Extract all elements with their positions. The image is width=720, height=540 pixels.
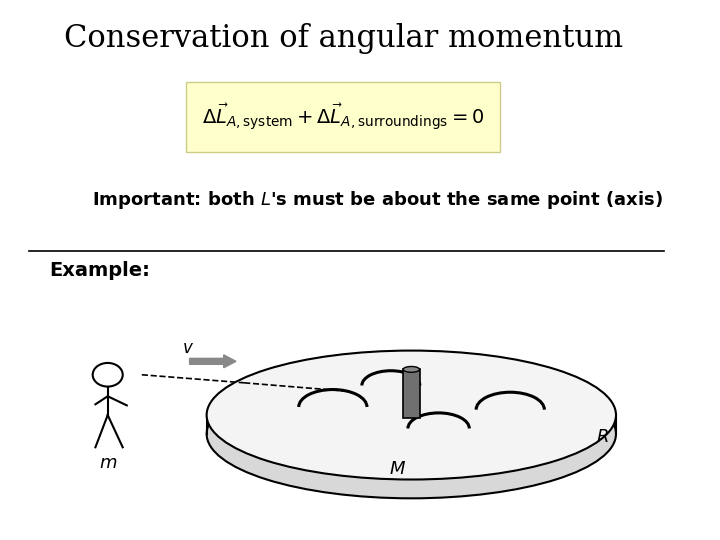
FancyBboxPatch shape <box>186 82 500 152</box>
Text: Conservation of angular momentum: Conservation of angular momentum <box>63 23 623 54</box>
Bar <box>403 369 420 418</box>
Text: $M$: $M$ <box>389 460 406 478</box>
Text: $\Delta\vec{L}_{A,\mathrm{system}} + \Delta\vec{L}_{A,\mathrm{surroundings}} = 0: $\Delta\vec{L}_{A,\mathrm{system}} + \De… <box>202 102 485 132</box>
Circle shape <box>400 461 422 478</box>
FancyArrow shape <box>189 355 236 368</box>
Text: Important: both $L$'s must be about the same point (axis): Important: both $L$'s must be about the … <box>91 189 662 211</box>
Text: Example:: Example: <box>50 260 150 280</box>
Bar <box>405 434 418 461</box>
Ellipse shape <box>403 367 420 372</box>
Text: $R$: $R$ <box>596 428 608 445</box>
Ellipse shape <box>207 350 616 480</box>
Text: $m$: $m$ <box>99 454 117 472</box>
Ellipse shape <box>207 369 616 498</box>
Text: $v$: $v$ <box>181 339 194 357</box>
